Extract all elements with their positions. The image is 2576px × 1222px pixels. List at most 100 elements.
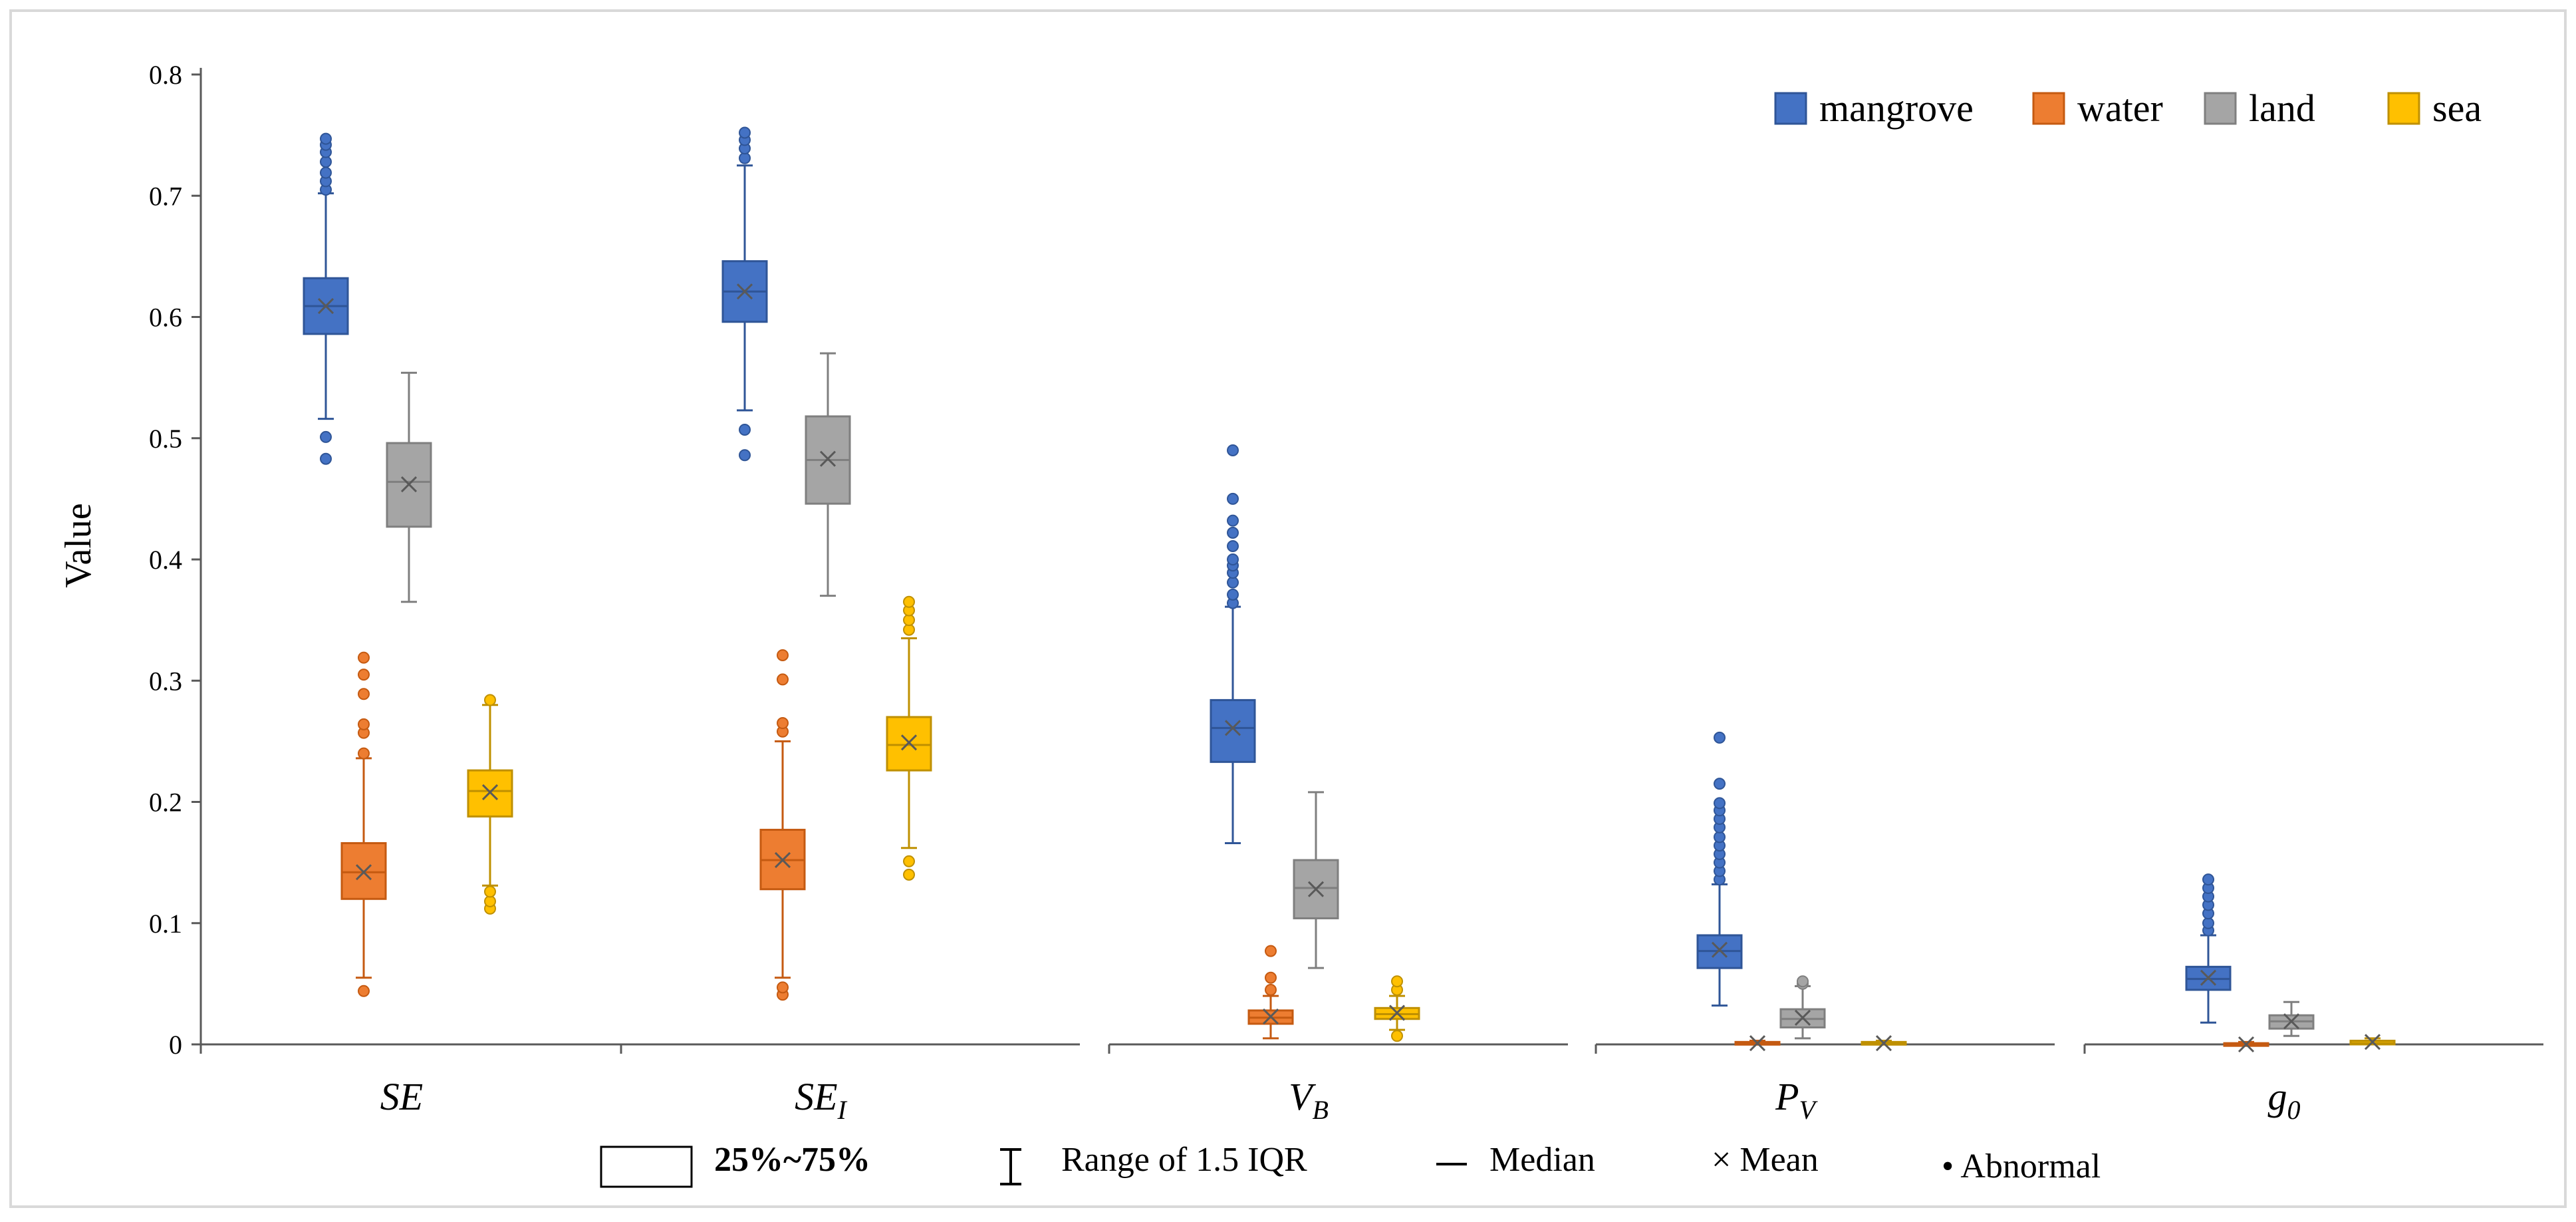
mean-marker [1794,1009,1811,1026]
mean-marker [2200,969,2217,986]
y-tick-label: 0.1 [149,909,182,939]
legend-swatch-water [2032,92,2065,125]
outlier-point [358,985,370,997]
box-water [2223,1036,2269,1053]
outlier-point [1714,797,1726,810]
box-sea [886,595,932,881]
mean-marker [2283,1013,2300,1030]
outlier-point [1227,514,1239,527]
legend-swatch-land [2204,92,2237,125]
box-key: 25%~75% Range of 1.5 IQR Median × Mean • Abn… [600,1141,2101,1188]
mean-marker [317,298,334,315]
mean-marker [1262,1008,1279,1025]
iqr-box [1210,698,1256,763]
box-land [1779,975,1826,1040]
box-water [1247,945,1294,1040]
outlier-point [1265,971,1277,984]
key-outlier-label: • Abnormal [1942,1147,2101,1185]
outlier-point [739,423,751,436]
legend-swatch-sea [2387,92,2420,125]
legend-swatch-mangrove [1774,92,1807,125]
mean-marker [1875,1035,1892,1052]
outlier-point [484,885,496,898]
box-land [1293,791,1339,969]
mean-marker [1307,881,1325,897]
box-mangrove [2185,873,2232,1024]
x-category-subscript: I [837,1095,848,1125]
outlier-point [777,717,789,730]
outlier-point [739,449,751,462]
outlier-point [903,855,915,867]
key-box-label: 25%~75% [714,1141,870,1179]
outlier-point [1797,975,1809,988]
legend: mangrove water land sea [1774,86,2482,130]
mean-marker [355,864,372,881]
mean-marker [481,784,499,800]
box-sea [2349,1034,2396,1050]
key-whisker-icon [1000,1148,1021,1185]
outlier-point [1227,588,1239,601]
x-category-subscript: V [1799,1095,1819,1125]
y-tick-label: 0.3 [149,666,182,696]
mean-marker [400,476,418,493]
mean-marker [2238,1036,2255,1053]
x-category-label: g0 [2268,1075,2301,1125]
key-box-icon [600,1146,693,1188]
box-sea [467,694,513,915]
y-tick-label: 0.7 [149,181,182,211]
outlier-point [358,669,370,681]
mean-marker [1224,720,1241,736]
box-land [805,352,851,597]
box-land [386,371,432,603]
mean-marker [774,851,791,869]
y-tick-label: 0.8 [149,60,182,90]
box-mangrove [1696,731,1743,1007]
outlier-point [358,718,370,730]
outlier-point [1227,444,1239,456]
box-mangrove [303,132,349,465]
y-tick-label: 0.4 [149,545,182,575]
legend-label-land: land [2249,86,2315,130]
mean-marker [2364,1034,2381,1050]
outlier-point [1391,1030,1403,1042]
box-mangrove [721,126,768,462]
outlier-point [1227,526,1239,539]
outlier-point [1714,778,1726,790]
key-whisker-label: Range of 1.5 IQR [1061,1141,1307,1179]
outlier-point [1265,945,1277,957]
outlier-point [358,747,370,760]
legend-label-sea: sea [2432,86,2482,130]
outlier-point [320,452,332,465]
key-mean-label: × Mean [1712,1141,1819,1179]
outlier-point [2202,873,2214,886]
y-tick-label: 0.5 [149,424,182,454]
mean-marker [819,450,837,467]
box-water [1734,1035,1781,1052]
y-tick-label: 0.6 [149,303,182,333]
outlier-point [1265,983,1277,996]
box-mangrove [1210,444,1256,844]
x-category-subscript: B [1313,1095,1329,1125]
outlier-point [777,981,789,994]
y-tick-label: 0.2 [149,788,182,818]
y-axis-label: Value [58,503,99,588]
box-sea [1861,1035,1907,1052]
y-tick-label: 0 [169,1030,182,1060]
outlier-point [320,166,332,179]
box-water [759,649,806,1001]
mean-marker [1711,941,1728,958]
outlier-point [358,688,370,700]
outlier-point [484,694,496,706]
outlier-point [903,868,915,881]
outlier-point [358,651,370,664]
legend-label-water: water [2077,86,2163,130]
box-sea [1374,975,1420,1042]
outlier-point [320,430,332,443]
box-land [2268,1000,2315,1037]
outlier-point [1714,731,1726,744]
mean-marker [1749,1035,1766,1052]
x-category-label: SE [380,1075,423,1118]
box-water [340,651,387,997]
